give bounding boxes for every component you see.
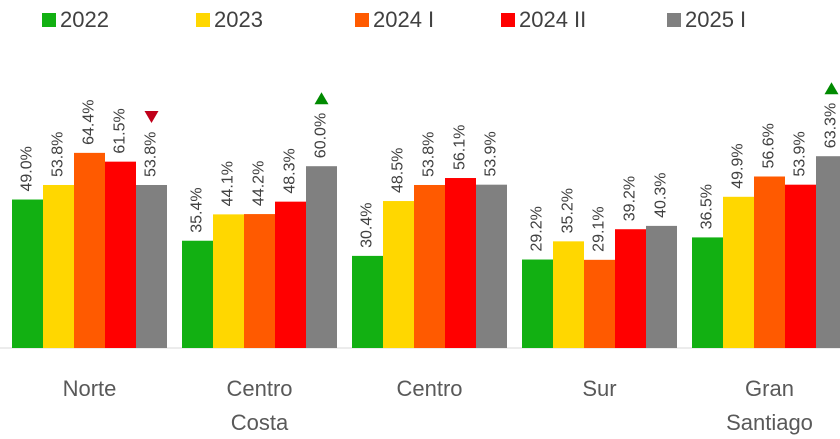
value-label: 60.0% — [313, 113, 330, 158]
legend-label: 2025 I — [685, 7, 746, 32]
value-label: 49.9% — [730, 143, 747, 188]
legend-label: 2024 II — [519, 7, 586, 32]
value-label: 53.8% — [50, 132, 67, 177]
bar — [12, 199, 43, 348]
value-label: 56.1% — [452, 125, 469, 170]
value-label: 61.5% — [112, 108, 129, 153]
value-label: 53.9% — [792, 131, 809, 176]
value-label: 56.6% — [761, 123, 778, 168]
value-label: 64.4% — [81, 99, 98, 144]
bar — [816, 156, 840, 348]
value-label: 29.1% — [591, 206, 608, 251]
x-tick-label-line: Centro — [226, 376, 292, 401]
bar — [213, 214, 244, 348]
value-label: 44.2% — [251, 161, 268, 206]
value-label: 30.4% — [359, 203, 376, 248]
value-label: 35.2% — [560, 188, 577, 233]
value-label: 29.2% — [529, 206, 546, 251]
bar — [553, 241, 584, 348]
value-label: 53.8% — [421, 132, 438, 177]
bar — [244, 214, 275, 348]
legend-swatch — [196, 13, 210, 27]
bar — [105, 161, 136, 348]
bar — [352, 255, 383, 348]
trend-marker — [824, 82, 839, 95]
x-tick-label: Norte — [63, 376, 117, 401]
bar — [723, 196, 754, 348]
bar — [785, 184, 816, 348]
value-label: 36.5% — [699, 184, 716, 229]
bar — [383, 201, 414, 348]
x-tick-label: Centro Costa — [226, 376, 292, 435]
value-label: 39.2% — [622, 176, 639, 221]
bar — [182, 240, 213, 348]
legend-label: 2023 — [214, 7, 263, 32]
value-label: 48.3% — [282, 148, 299, 193]
bar — [646, 225, 677, 348]
bar — [275, 201, 306, 348]
bar — [692, 237, 723, 348]
bar — [754, 176, 785, 348]
legend-swatch — [355, 13, 369, 27]
value-label: 35.4% — [189, 187, 206, 232]
value-label: 48.5% — [390, 148, 407, 193]
value-label: 44.1% — [220, 161, 237, 206]
bar — [445, 178, 476, 348]
bar — [584, 259, 615, 348]
x-tick-label: Gran Santiago — [726, 376, 813, 435]
legend-label: 2022 — [60, 7, 109, 32]
legend-swatch — [42, 13, 56, 27]
bar — [414, 184, 445, 348]
x-tick-label-line: Costa — [231, 410, 289, 435]
trend-marker — [314, 92, 329, 105]
x-tick-label-line: Santiago — [726, 410, 813, 435]
value-label: 40.3% — [653, 173, 670, 218]
value-label: 53.8% — [143, 132, 160, 177]
bar — [306, 166, 337, 348]
x-tick-label: Centro — [396, 376, 462, 401]
x-tick-label-line: Gran — [745, 376, 794, 401]
trend-marker — [144, 110, 159, 123]
x-tick-label: Sur — [582, 376, 616, 401]
value-label: 49.0% — [19, 146, 36, 191]
bar — [476, 184, 507, 348]
legend-label: 2024 I — [373, 7, 434, 32]
bar — [43, 184, 74, 348]
bar — [615, 229, 646, 348]
value-label: 53.9% — [483, 131, 500, 176]
bar — [74, 152, 105, 348]
bar — [136, 184, 167, 348]
legend-swatch — [501, 13, 515, 27]
legend-swatch — [667, 13, 681, 27]
bar — [522, 259, 553, 348]
value-label: 63.3% — [823, 103, 840, 148]
